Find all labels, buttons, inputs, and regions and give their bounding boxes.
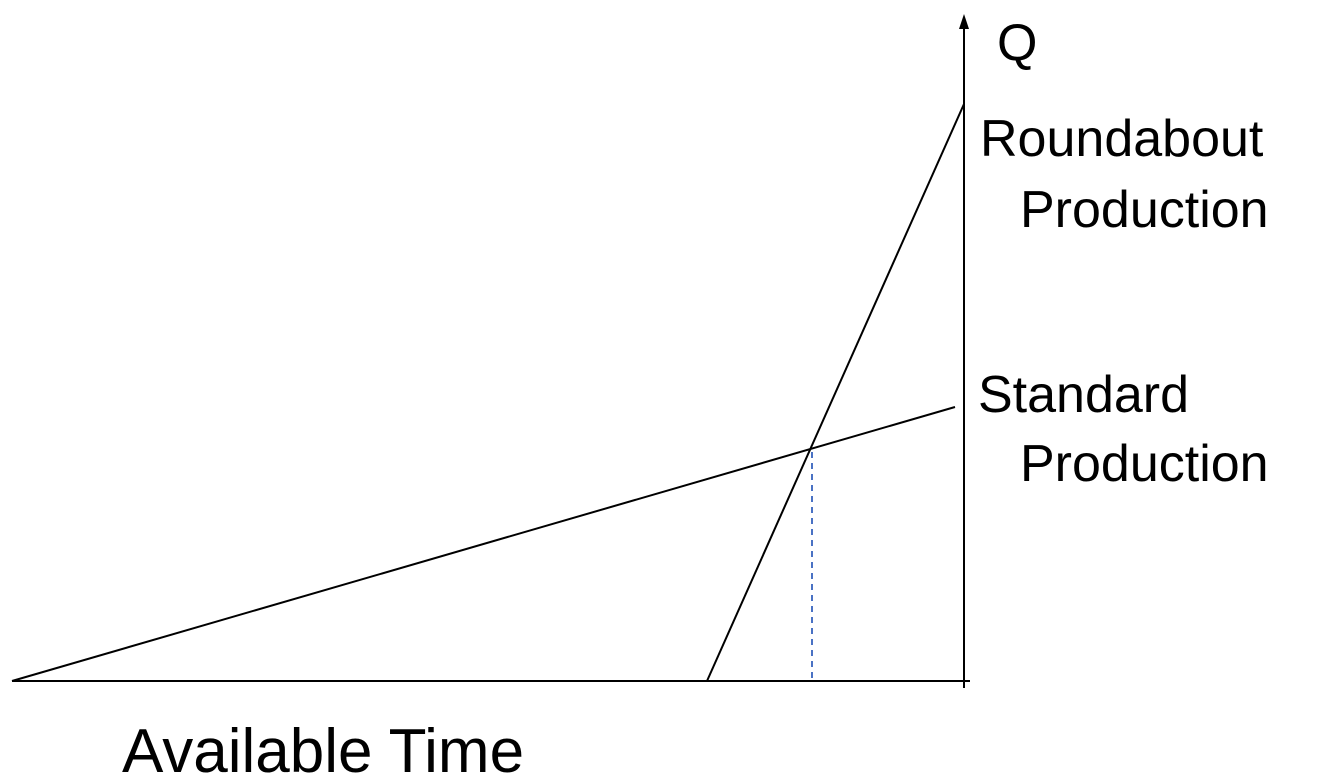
x-axis-label: Available Time <box>122 717 524 780</box>
standard-label-line2: Production <box>1020 435 1269 493</box>
y-axis-label: Q <box>997 14 1037 72</box>
standard-production-line <box>11 406 956 682</box>
roundabout-production-line <box>706 103 965 682</box>
y-axis-arrowhead <box>959 14 969 29</box>
standard-label-line1: Standard <box>978 366 1189 424</box>
roundabout-label-line2: Production <box>1020 181 1269 239</box>
roundabout-label-line1: Roundabout <box>980 110 1264 168</box>
